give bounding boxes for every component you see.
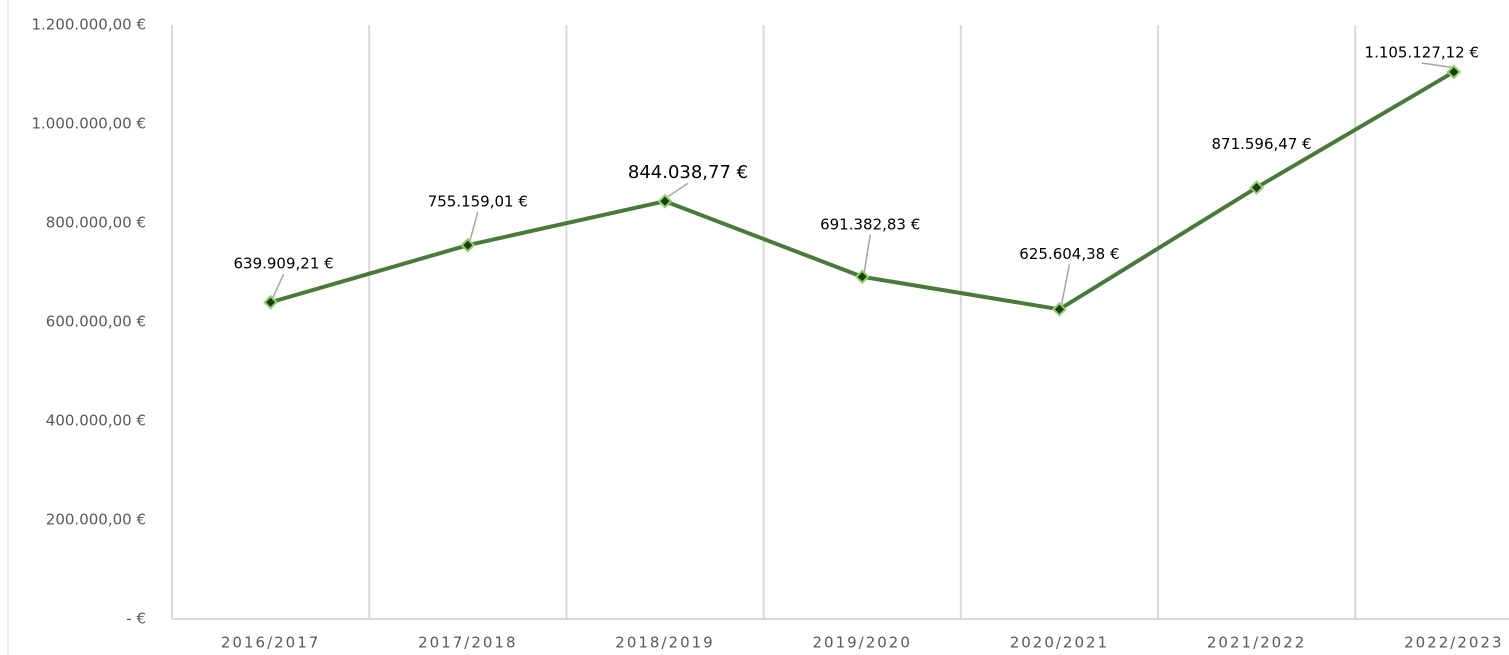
y-tick-label: 800.000,00 € [46,214,146,232]
x-tick-label: 2019/2020 [812,634,911,652]
x-tick-label: 2018/2019 [615,634,714,652]
data-label: 625.604,38 € [1019,245,1119,263]
data-point [854,269,870,285]
leader-line [863,234,871,273]
leader-line [1060,264,1071,306]
y-tick-label: 1.000.000,00 € [31,115,146,133]
y-tick-label: - € [126,610,146,628]
x-tick-label: 2017/2018 [418,634,517,652]
x-tick-label: 2016/2017 [221,634,320,652]
data-point [1051,301,1067,317]
data-label: 755.159,01 € [428,193,528,211]
data-point [263,294,279,310]
data-point [1446,64,1462,80]
data-point [1249,180,1265,195]
x-tick-label: 2020/2021 [1010,634,1109,652]
y-tick-label: 400.000,00 € [46,412,146,430]
data-point [460,237,476,253]
x-tick-label: 2022/2023 [1404,634,1503,652]
data-label: 844.038,77 € [628,162,748,183]
data-point [657,193,673,209]
x-tick-label: 2021/2022 [1207,634,1306,652]
data-label: 871.596,47 € [1211,135,1311,153]
data-label: 639.909,21 € [233,255,333,273]
y-tick-label: 1.200.000,00 € [31,16,146,34]
leader-line [1421,62,1456,69]
y-tick-label: 600.000,00 € [46,313,146,331]
leader-line [469,211,479,242]
leader-line [666,182,689,198]
leader-line [271,273,285,299]
y-tick-label: 200.000,00 € [46,511,146,529]
data-label: 691.382,83 € [820,215,920,233]
data-label: 1.105.127,12 € [1365,43,1480,61]
